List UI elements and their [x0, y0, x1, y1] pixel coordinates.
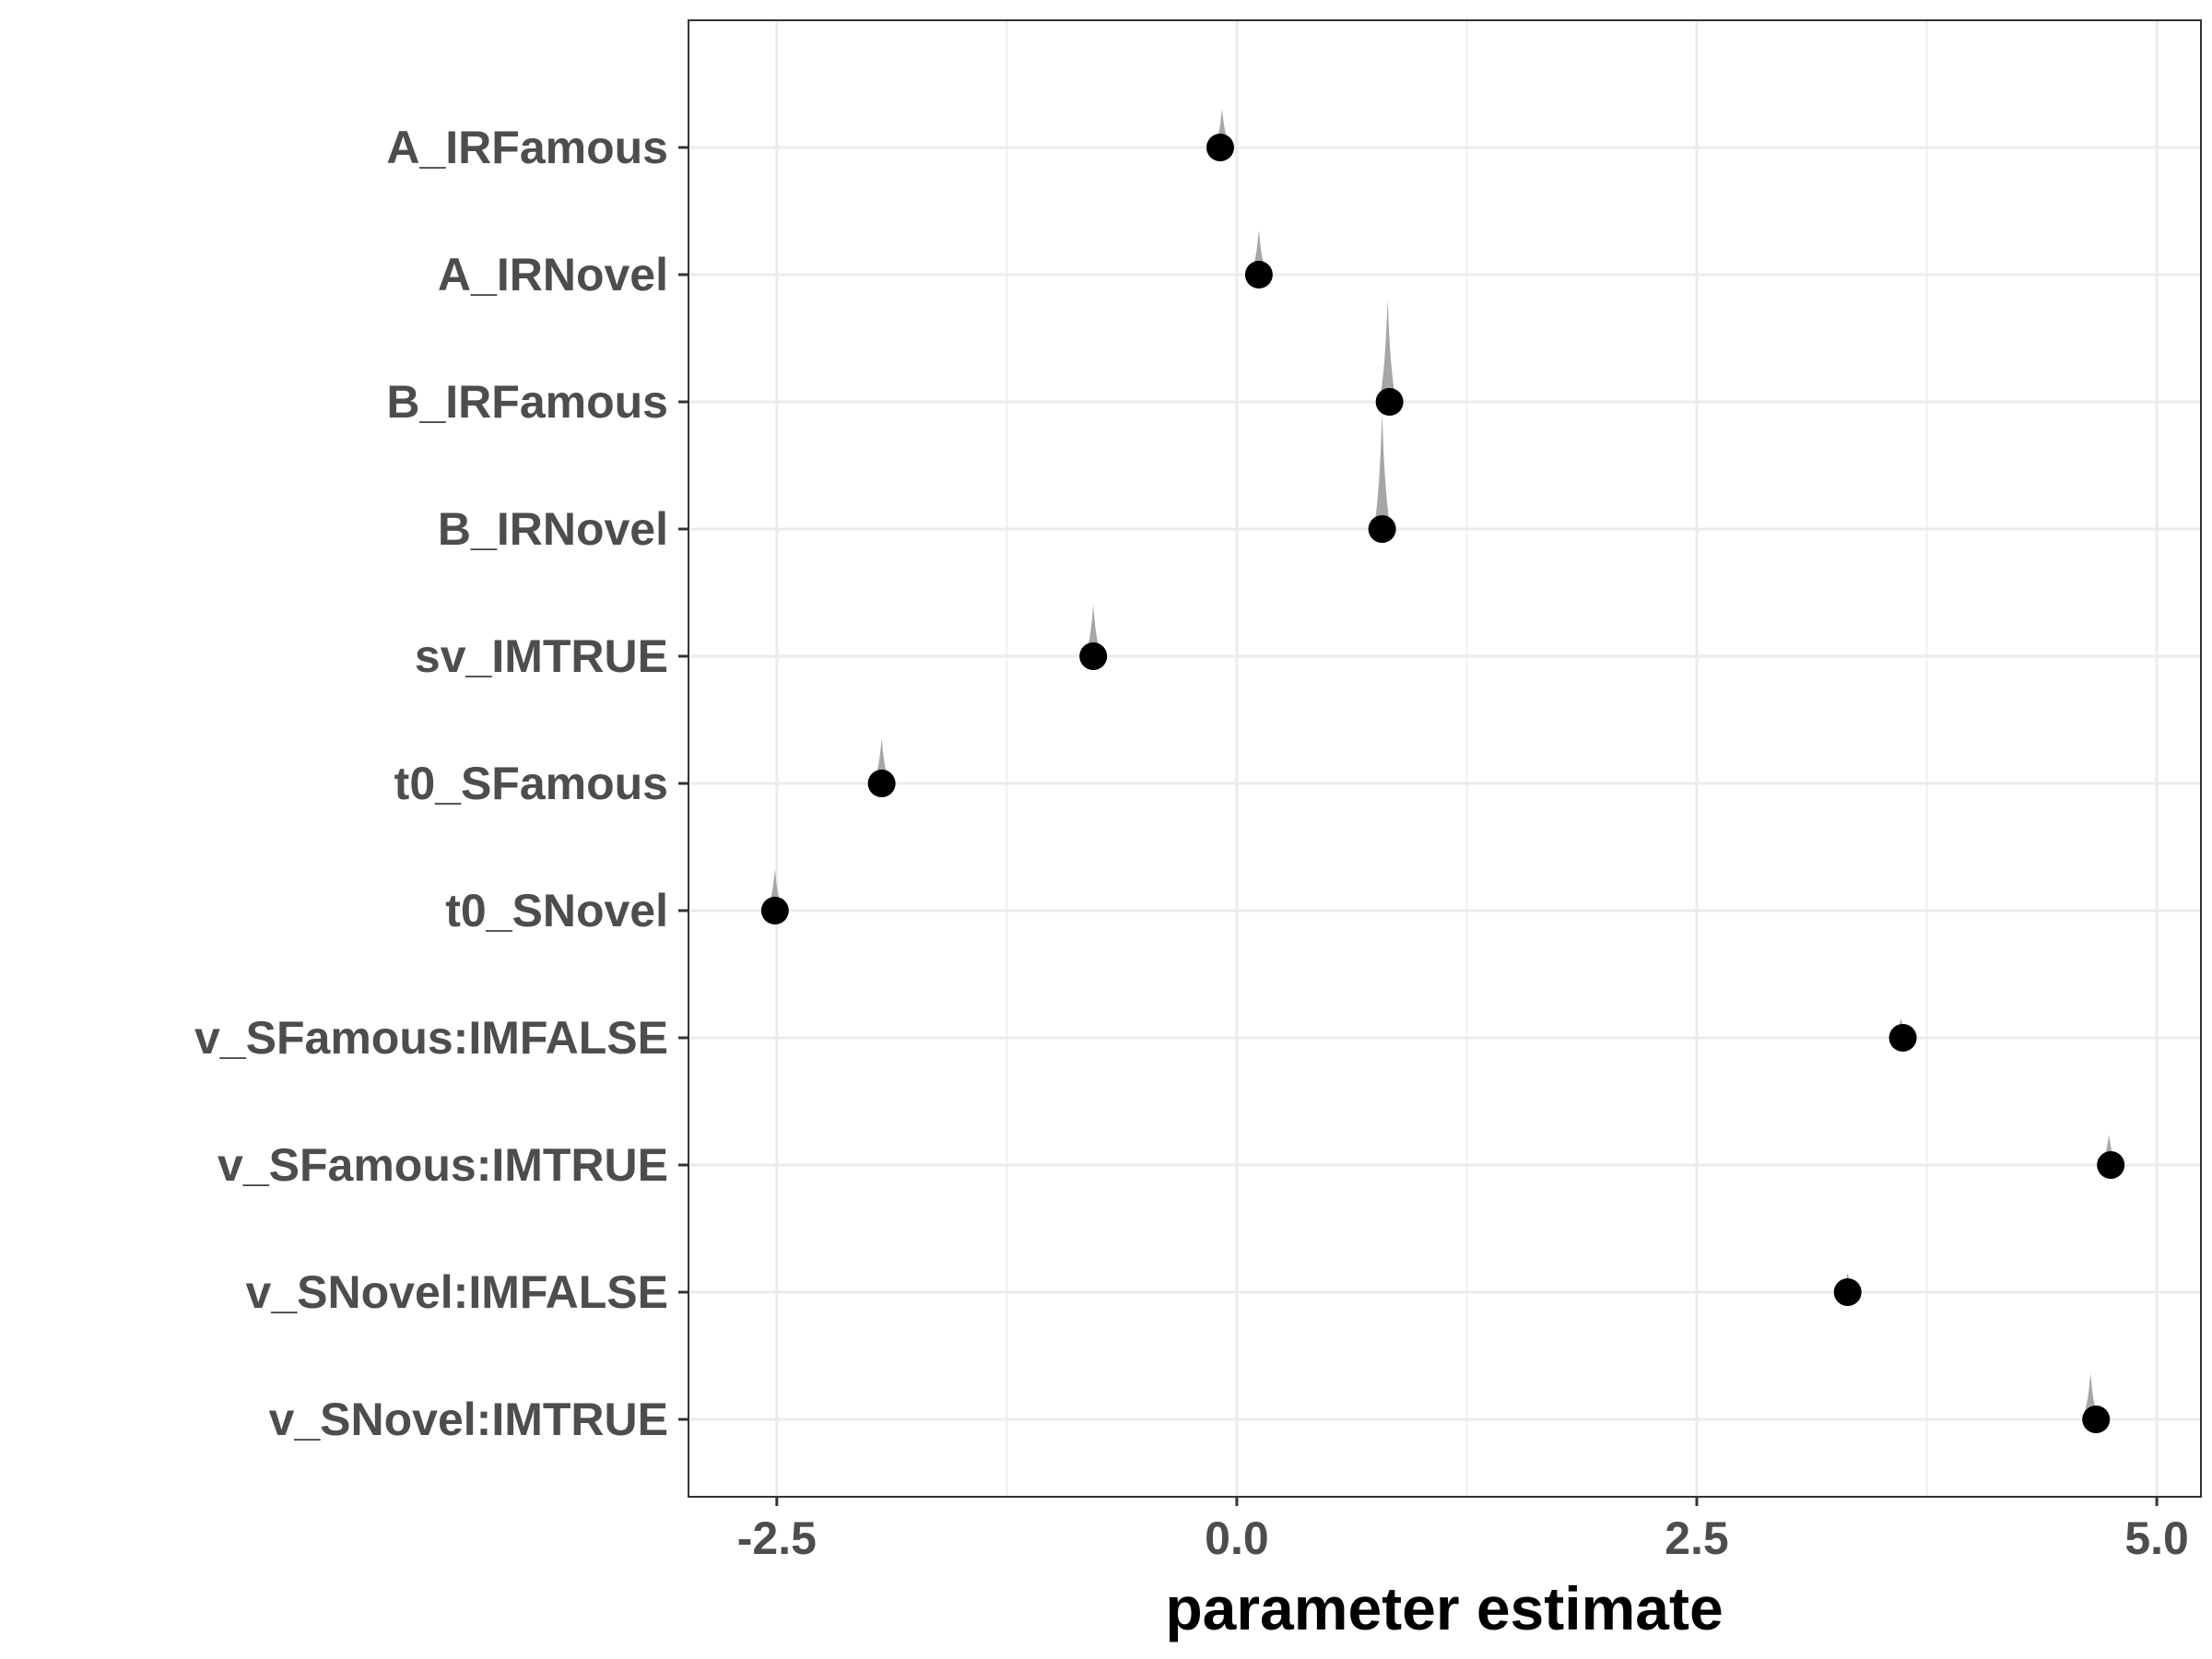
y-tick-label: v_SFamous:IMFALSE	[194, 1012, 668, 1064]
density-spike	[1373, 414, 1391, 529]
density-spike	[1379, 300, 1396, 402]
y-tick-label: v_SNovel:IMFALSE	[246, 1266, 668, 1318]
estimate-point	[1206, 134, 1234, 161]
estimate-point	[1833, 1278, 1862, 1306]
x-axis-title: parameter estimate	[1165, 1574, 1723, 1642]
estimate-point	[1368, 515, 1396, 543]
estimate-point	[1244, 261, 1273, 288]
y-tick-label: A_IRNovel	[438, 249, 668, 300]
y-tick-label: sv_IMTRUE	[415, 630, 668, 682]
estimate-point	[1888, 1024, 1917, 1052]
y-tick-label: A_IRFamous	[386, 122, 668, 173]
major-gridlines	[688, 20, 2201, 1497]
y-axis-ticks: A_IRFamous A_IRNovel B_IRFamous B_IRNovelsv…	[194, 122, 688, 1445]
y-tick-label: t0_SNovel	[445, 885, 668, 936]
x-tick-label: 5.0	[2124, 1512, 2189, 1564]
panel-border	[688, 19, 2202, 1498]
y-tick-label: B_IRFamous	[386, 376, 668, 428]
estimate-point	[1375, 388, 1404, 416]
estimate-point	[867, 770, 896, 797]
minor-gridlines	[1006, 20, 1928, 1497]
x-tick-label: 2.5	[1665, 1512, 1729, 1564]
x-axis-ticks: -2.5 0.0 2.5 5.0	[737, 1497, 2189, 1564]
estimate-point	[2097, 1151, 2125, 1179]
estimate-points	[760, 134, 2125, 1433]
x-tick-label: -2.5	[737, 1512, 817, 1564]
y-tick-label: t0_SFamous	[394, 758, 668, 809]
x-tick-label: 0.0	[1205, 1512, 1269, 1564]
y-tick-label: B_IRNovel	[438, 503, 668, 555]
y-tick-label: v_SFamous:IMTRUE	[218, 1139, 668, 1191]
y-tick-label: v_SNovel:IMTRUE	[269, 1394, 668, 1445]
estimate-point	[1079, 642, 1108, 670]
estimate-point	[760, 897, 789, 924]
estimate-point	[2082, 1406, 2111, 1433]
panel-background	[688, 20, 2201, 1497]
